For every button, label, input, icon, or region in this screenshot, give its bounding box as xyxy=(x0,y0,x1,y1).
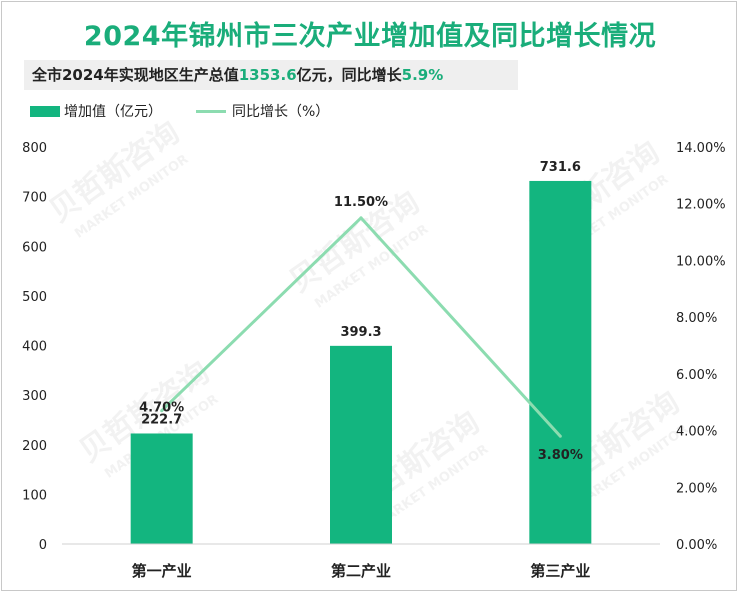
y-left-tick-label: 0 xyxy=(39,538,47,553)
y-left-tick-label: 200 xyxy=(22,439,47,454)
growth-point xyxy=(160,409,164,413)
bar-value-label: 222.7 xyxy=(141,412,182,427)
summary-banner: 全市2024年实现地区生产总值1353.6亿元，同比增长5.9% xyxy=(24,60,518,90)
bar xyxy=(130,433,193,544)
legend-bar-swatch xyxy=(30,105,60,117)
y-left-tick-label: 600 xyxy=(22,240,47,255)
y-left-tick-label: 700 xyxy=(22,191,47,206)
y-right-tick-label: 0.00% xyxy=(676,538,717,553)
y-right-tick-label: 2.00% xyxy=(676,481,717,496)
y-right-tick-label: 6.00% xyxy=(676,368,717,383)
axes-layer: 0 100 200 300 400 500 600 700 800 0.00% 2.00% 4.00%… xyxy=(22,141,725,580)
y-left-tick-label: 800 xyxy=(22,141,47,156)
bar xyxy=(330,345,392,544)
legend: 增加值（亿元） 同比增长（%） xyxy=(30,101,363,121)
labels-layer: 222.7 399.3 731.6 4.70% 11.50% 3.80% xyxy=(139,160,583,463)
y-right-tick-label: 4.00% xyxy=(676,425,717,440)
growth-value-label: 4.70% xyxy=(139,401,184,416)
line-layer xyxy=(160,216,562,438)
y-right-tick-label: 14.00% xyxy=(676,141,726,156)
growth-value-label: 3.80% xyxy=(538,448,583,463)
x-tick-label: 第三产业 xyxy=(530,562,590,580)
legend-item-line: 同比增长（%） xyxy=(196,101,329,121)
y-right-tick-label: 12.00% xyxy=(676,198,726,213)
x-tick-label: 第二产业 xyxy=(331,562,391,580)
y-left-tick-label: 100 xyxy=(22,488,47,503)
y-left-tick-label: 500 xyxy=(22,290,47,305)
summary-mid: 亿元，同比增长 xyxy=(296,66,402,84)
chart-title: 2024年锦州市三次产业增加值及同比增长情况 xyxy=(83,21,657,52)
legend-item-bar: 增加值（亿元） xyxy=(30,101,162,121)
summary-gdp-value: 1353.6 xyxy=(238,66,297,84)
x-tick-label: 第一产业 xyxy=(132,562,192,580)
growth-point xyxy=(558,434,562,438)
bar-value-label: 399.3 xyxy=(340,325,381,340)
legend-bar-label: 增加值（亿元） xyxy=(64,104,162,120)
bar xyxy=(529,180,592,545)
y-right-tick-label: 10.00% xyxy=(676,254,726,269)
growth-point xyxy=(359,216,363,220)
summary-prefix: 全市2024年实现地区生产总值 xyxy=(32,66,239,84)
growth-value-label: 11.50% xyxy=(334,195,388,210)
summary-growth-value: 5.9% xyxy=(401,66,444,84)
legend-line-label: 同比增长（%） xyxy=(232,104,330,120)
y-right-tick-label: 8.00% xyxy=(676,311,717,326)
bars-layer xyxy=(130,180,592,545)
y-left-tick-label: 300 xyxy=(22,389,47,404)
bar-value-label: 731.6 xyxy=(540,160,581,175)
y-left-tick-label: 400 xyxy=(22,340,47,355)
legend-line-swatch xyxy=(196,109,226,113)
